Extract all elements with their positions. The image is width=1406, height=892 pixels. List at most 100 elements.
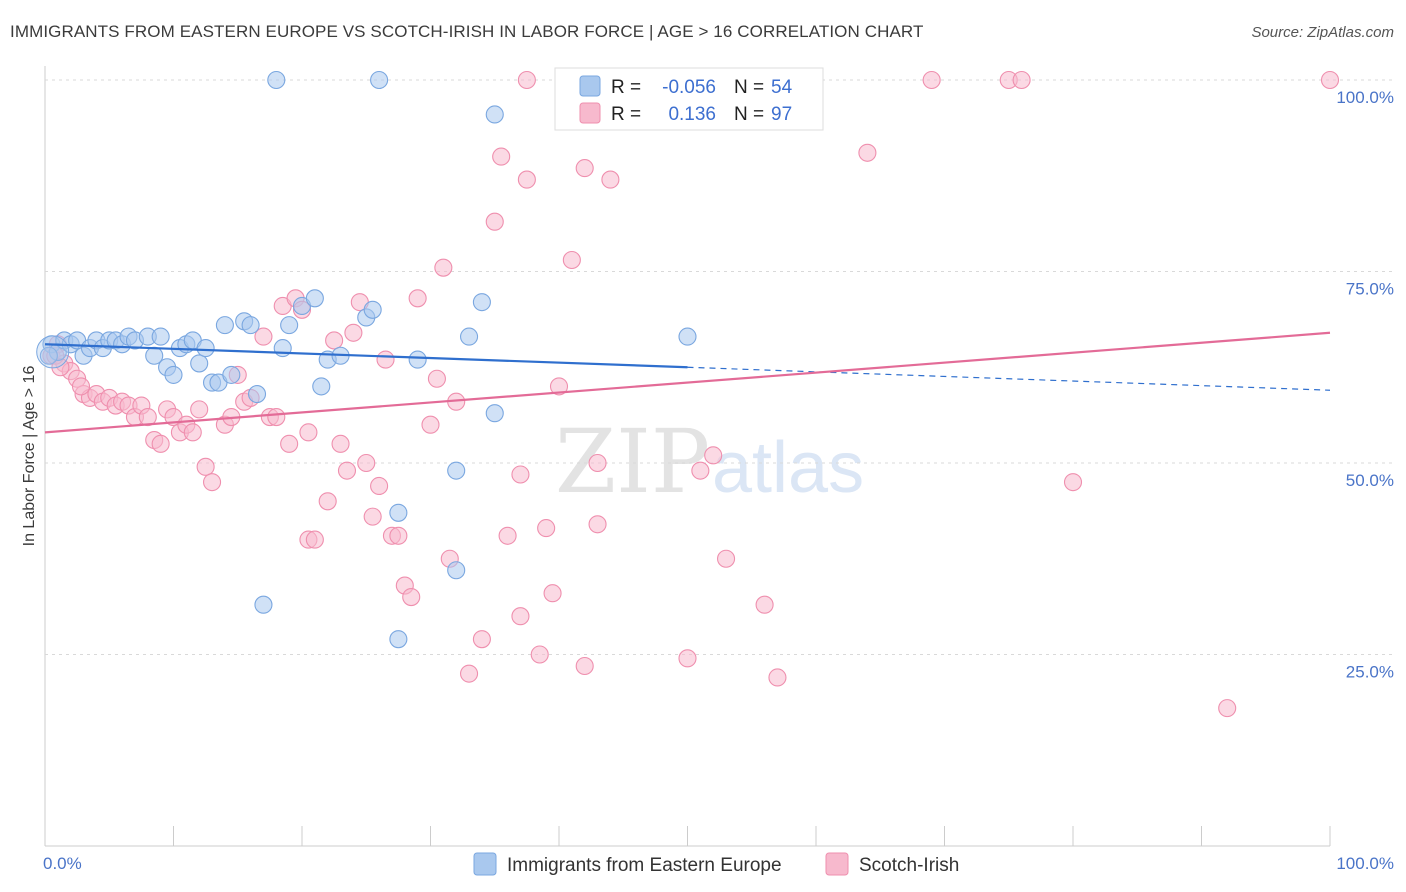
data-point bbox=[768, 668, 787, 687]
data-point bbox=[588, 515, 607, 534]
data-point bbox=[138, 407, 157, 427]
stats-legend-swatch-pink bbox=[579, 102, 601, 124]
data-point bbox=[543, 584, 562, 603]
data-point bbox=[267, 70, 286, 90]
data-point bbox=[755, 595, 774, 614]
legend-swatch-scotch-irish bbox=[825, 852, 849, 876]
chart-source: Source: ZipAtlas.com bbox=[1251, 24, 1394, 41]
data-point bbox=[337, 461, 357, 480]
data-point-cluster bbox=[36, 335, 70, 369]
data-point bbox=[318, 492, 337, 511]
data-point bbox=[575, 159, 594, 178]
data-point bbox=[164, 365, 183, 384]
data-point bbox=[357, 453, 376, 473]
data-point bbox=[549, 377, 569, 396]
data-point bbox=[408, 350, 427, 369]
data-point bbox=[447, 461, 466, 480]
data-point bbox=[1320, 70, 1340, 90]
data-point bbox=[704, 446, 723, 465]
series-legend: Immigrants from Eastern Europe Scotch-Ir… bbox=[473, 852, 959, 876]
y-tick-labels: 25.0% 50.0% 75.0% 100.0% bbox=[1336, 88, 1394, 682]
series-immigrants-eastern-europe bbox=[36, 70, 697, 649]
data-point bbox=[601, 170, 620, 189]
data-point bbox=[389, 526, 408, 545]
data-point bbox=[39, 346, 58, 365]
data-point bbox=[716, 549, 736, 568]
y-tick-label: 25.0% bbox=[1346, 663, 1394, 682]
data-point bbox=[344, 323, 363, 342]
data-point bbox=[485, 404, 504, 423]
x-tick-label-min: 0.0% bbox=[43, 854, 82, 873]
data-point bbox=[472, 293, 491, 312]
data-point bbox=[71, 377, 91, 396]
data-point bbox=[190, 354, 209, 373]
data-point bbox=[427, 369, 446, 388]
data-point bbox=[562, 250, 581, 270]
data-point bbox=[280, 434, 299, 453]
data-point bbox=[1218, 699, 1237, 718]
data-point bbox=[389, 630, 408, 649]
data-point bbox=[511, 465, 530, 484]
y-tick-label: 75.0% bbox=[1346, 280, 1394, 299]
data-point bbox=[511, 607, 530, 626]
data-point bbox=[588, 453, 607, 473]
x-ticks bbox=[44, 826, 1331, 846]
stats-r-value-1: -0.056 bbox=[662, 77, 716, 98]
stats-legend-swatch-blue bbox=[579, 75, 601, 97]
trend-line-scotch-irish bbox=[44, 331, 1331, 434]
chart-title: IMMIGRANTS FROM EASTERN EUROPE VS SCOTCH… bbox=[10, 22, 924, 41]
stats-n-value-2: 97 bbox=[771, 104, 792, 125]
data-point bbox=[691, 461, 710, 480]
y-axis-label: In Labor Force | Age > 16 bbox=[21, 366, 38, 547]
data-point bbox=[196, 457, 215, 476]
data-point bbox=[370, 476, 389, 496]
data-point bbox=[203, 473, 222, 492]
data-point bbox=[247, 385, 267, 404]
stats-legend: R = -0.056 N = 54 R = 0.136 N = 97 bbox=[554, 67, 824, 131]
stats-n-label-1: N = bbox=[734, 77, 764, 98]
stats-r-label-1: R = bbox=[611, 77, 641, 98]
trend-line-immigrants bbox=[44, 343, 688, 369]
data-point bbox=[305, 530, 324, 549]
data-point bbox=[151, 434, 170, 453]
data-point bbox=[498, 526, 517, 545]
data-point bbox=[421, 415, 440, 434]
data-point bbox=[312, 377, 331, 396]
trend-lines bbox=[44, 331, 1331, 434]
y-tick-label: 50.0% bbox=[1346, 471, 1394, 490]
data-point bbox=[472, 630, 491, 649]
data-point bbox=[678, 649, 697, 668]
data-point bbox=[485, 105, 504, 124]
data-point bbox=[492, 147, 511, 166]
data-point bbox=[196, 339, 215, 358]
data-point bbox=[389, 503, 408, 522]
data-point bbox=[325, 331, 344, 350]
stats-n-value-1: 54 bbox=[771, 77, 793, 98]
data-point bbox=[678, 327, 697, 346]
data-point bbox=[459, 664, 479, 683]
stats-r-label-2: R = bbox=[611, 104, 641, 125]
data-point bbox=[370, 70, 389, 90]
data-point bbox=[858, 143, 877, 162]
watermark-zip: ZIP bbox=[555, 410, 710, 513]
data-point bbox=[241, 316, 260, 335]
data-point bbox=[459, 327, 479, 346]
gridlines bbox=[45, 79, 1394, 655]
x-tick-label-max: 100.0% bbox=[1336, 854, 1394, 873]
legend-swatch-immigrants bbox=[473, 852, 497, 876]
data-point bbox=[215, 316, 234, 335]
series-scotch-irish bbox=[42, 70, 1340, 718]
legend-label-immigrants: Immigrants from Eastern Europe bbox=[507, 855, 782, 876]
stats-r-value-2: 0.136 bbox=[668, 104, 716, 125]
data-point bbox=[408, 289, 427, 308]
data-point bbox=[575, 656, 594, 676]
data-point bbox=[1063, 473, 1083, 492]
data-point bbox=[402, 587, 421, 607]
data-point bbox=[376, 350, 395, 369]
data-point bbox=[1012, 70, 1031, 90]
data-point bbox=[447, 561, 466, 580]
data-point bbox=[254, 327, 273, 346]
y-tick-label: 100.0% bbox=[1336, 88, 1394, 107]
data-point bbox=[151, 327, 170, 346]
